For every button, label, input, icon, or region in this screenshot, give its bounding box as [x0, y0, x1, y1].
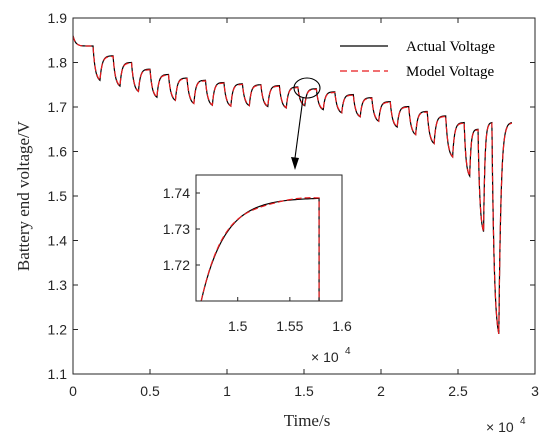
x-exponent-label: × 10 4	[486, 416, 526, 435]
inset-exponent-label: × 10 4	[311, 346, 351, 365]
inset-y-tick-label: 1.73	[163, 221, 190, 237]
x-tick-label: 1.5	[294, 383, 314, 399]
legend-label-actual: Actual Voltage	[406, 39, 495, 55]
inset-x-ticks: 1.5 1.55 1.6	[228, 297, 352, 334]
x-tick-label: 1	[223, 383, 231, 399]
inset-exponent-power: 4	[345, 346, 351, 357]
inset-y-tick-label: 1.74	[163, 185, 190, 201]
legend: Actual Voltage Model Voltage	[330, 36, 530, 82]
y-tick-label: 1.2	[48, 322, 68, 338]
x-tick-label: 2.5	[448, 383, 468, 399]
x-tick-label: 0	[69, 383, 77, 399]
inset-y-ticks: 1.72 1.73 1.74	[163, 185, 200, 273]
y-tick-label: 1.5	[48, 188, 68, 204]
main-y-ticks: 1.1 1.2 1.3 1.4 1.5 1.6 1.7 1.8 1.9	[48, 10, 535, 382]
x-exponent-base: × 10	[486, 419, 514, 435]
inset-plot: 1.5 1.55 1.6 1.72 1.73 1.74 × 10 4	[163, 174, 352, 365]
zoom-arrow-head	[291, 157, 299, 170]
inset-exponent-base: × 10	[311, 349, 339, 365]
y-axis-label: Battery end voltage/V	[14, 120, 33, 271]
y-tick-label: 1.1	[48, 366, 68, 382]
inset-actual-voltage-line	[200, 197, 320, 302]
x-tick-label: 0.5	[140, 383, 160, 399]
zoom-annotation	[291, 77, 321, 170]
y-tick-label: 1.6	[48, 144, 68, 160]
zoom-ellipse	[293, 77, 321, 99]
inset-y-tick-label: 1.72	[163, 257, 190, 273]
inset-x-tick-label: 1.6	[332, 318, 352, 334]
y-tick-label: 1.7	[48, 99, 68, 115]
inset-model-voltage-line	[200, 197, 320, 302]
inset-background	[196, 175, 342, 301]
x-tick-label: 2	[377, 383, 385, 399]
inset-x-tick-label: 1.5	[228, 318, 248, 334]
zoom-arrow-line	[294, 97, 304, 159]
x-axis-label: Time/s	[284, 411, 331, 430]
y-tick-label: 1.4	[48, 233, 68, 249]
main-x-ticks: 0 0.5 1 1.5 2 2.5 3	[69, 18, 539, 399]
x-tick-label: 3	[531, 383, 539, 399]
legend-label-model: Model Voltage	[406, 64, 495, 80]
inset-lines	[200, 197, 320, 302]
y-tick-label: 1.9	[48, 10, 68, 26]
x-exponent-power: 4	[520, 416, 526, 427]
y-tick-label: 1.8	[48, 55, 68, 71]
y-tick-label: 1.3	[48, 277, 68, 293]
legend-box	[330, 36, 530, 82]
inset-x-tick-label: 1.55	[276, 318, 303, 334]
